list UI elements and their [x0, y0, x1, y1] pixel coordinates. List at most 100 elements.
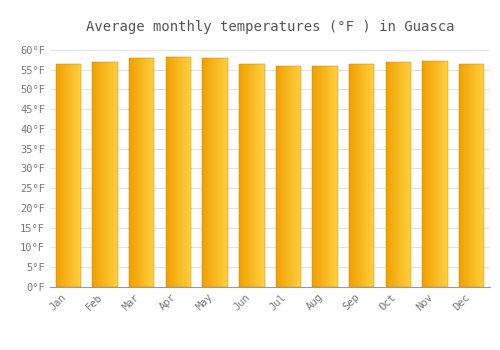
Bar: [166, 57, 191, 287]
Bar: [210, 58, 211, 287]
Bar: [131, 58, 132, 287]
Bar: [371, 64, 372, 287]
Bar: [390, 62, 391, 287]
Bar: [328, 66, 329, 287]
Bar: [134, 58, 135, 287]
Bar: [396, 62, 397, 287]
Bar: [331, 66, 332, 287]
Bar: [204, 58, 205, 287]
Bar: [205, 58, 206, 287]
Bar: [312, 66, 338, 287]
Bar: [289, 66, 290, 287]
Bar: [392, 62, 393, 287]
Bar: [296, 66, 297, 287]
Bar: [112, 62, 113, 287]
Bar: [422, 61, 448, 287]
Bar: [74, 64, 75, 287]
Bar: [471, 64, 472, 287]
Bar: [315, 66, 316, 287]
Bar: [168, 57, 169, 287]
Bar: [336, 66, 337, 287]
Title: Average monthly temperatures (°F ) in Guasca: Average monthly temperatures (°F ) in Gu…: [86, 20, 454, 34]
Bar: [259, 64, 260, 287]
Bar: [263, 64, 264, 287]
Bar: [446, 61, 447, 287]
Bar: [477, 64, 478, 287]
Bar: [171, 57, 172, 287]
Bar: [353, 64, 354, 287]
Bar: [438, 61, 439, 287]
Bar: [100, 62, 101, 287]
Bar: [314, 66, 315, 287]
Bar: [73, 64, 74, 287]
Bar: [290, 66, 291, 287]
Bar: [207, 58, 208, 287]
Bar: [67, 64, 68, 287]
Bar: [59, 64, 60, 287]
Bar: [283, 66, 284, 287]
Bar: [251, 64, 252, 287]
Bar: [135, 58, 136, 287]
Bar: [366, 64, 367, 287]
Bar: [262, 64, 263, 287]
Bar: [370, 64, 371, 287]
Bar: [151, 58, 152, 287]
Bar: [312, 66, 313, 287]
Bar: [169, 57, 170, 287]
Bar: [445, 61, 446, 287]
Bar: [369, 64, 370, 287]
Bar: [429, 61, 430, 287]
Bar: [239, 64, 240, 287]
Bar: [284, 66, 286, 287]
Bar: [130, 58, 131, 287]
Bar: [326, 66, 327, 287]
Bar: [352, 64, 353, 287]
Bar: [397, 62, 398, 287]
Bar: [435, 61, 436, 287]
Bar: [361, 64, 362, 287]
Bar: [261, 64, 262, 287]
Bar: [208, 58, 209, 287]
Bar: [132, 58, 133, 287]
Bar: [76, 64, 77, 287]
Bar: [187, 57, 188, 287]
Bar: [349, 64, 350, 287]
Bar: [141, 58, 142, 287]
Bar: [473, 64, 474, 287]
Bar: [388, 62, 389, 287]
Bar: [276, 66, 277, 287]
Bar: [239, 64, 264, 287]
Bar: [211, 58, 212, 287]
Bar: [360, 64, 361, 287]
Bar: [257, 64, 258, 287]
Bar: [358, 64, 359, 287]
Bar: [153, 58, 154, 287]
Bar: [276, 66, 301, 287]
Bar: [329, 66, 330, 287]
Bar: [351, 64, 352, 287]
Bar: [105, 62, 106, 287]
Bar: [92, 62, 118, 287]
Bar: [442, 61, 443, 287]
Bar: [423, 61, 424, 287]
Bar: [93, 62, 94, 287]
Bar: [363, 64, 364, 287]
Bar: [441, 61, 442, 287]
Bar: [56, 64, 57, 287]
Bar: [334, 66, 335, 287]
Bar: [188, 57, 189, 287]
Bar: [129, 58, 154, 287]
Bar: [113, 62, 114, 287]
Bar: [142, 58, 143, 287]
Bar: [166, 57, 167, 287]
Bar: [212, 58, 213, 287]
Bar: [258, 64, 259, 287]
Bar: [224, 58, 225, 287]
Bar: [469, 64, 470, 287]
Bar: [206, 58, 207, 287]
Bar: [77, 64, 78, 287]
Bar: [180, 57, 181, 287]
Bar: [398, 62, 399, 287]
Bar: [190, 57, 191, 287]
Bar: [357, 64, 358, 287]
